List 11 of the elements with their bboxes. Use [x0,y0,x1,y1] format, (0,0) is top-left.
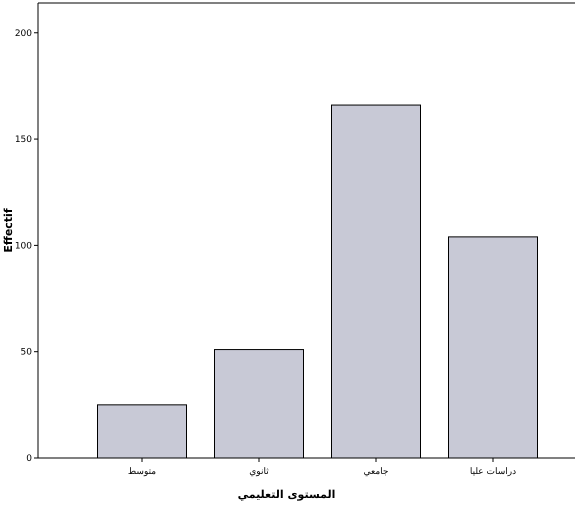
y-tick-label: 0 [26,454,32,464]
x-axis-title: المستوى التعليمي [238,488,336,501]
x-tick-label: دراسات عليا [470,467,516,477]
y-tick-label: 50 [20,348,32,358]
y-tick-label: 150 [14,135,32,146]
x-tick-label: متوسط [128,467,156,477]
y-axis-title: Effectif [2,208,15,253]
x-tick-label: جامعي [364,467,388,477]
y-tick-label: 200 [14,28,32,39]
x-tick-label: ثانوي [249,467,270,477]
y-tick-label: 100 [14,241,32,252]
